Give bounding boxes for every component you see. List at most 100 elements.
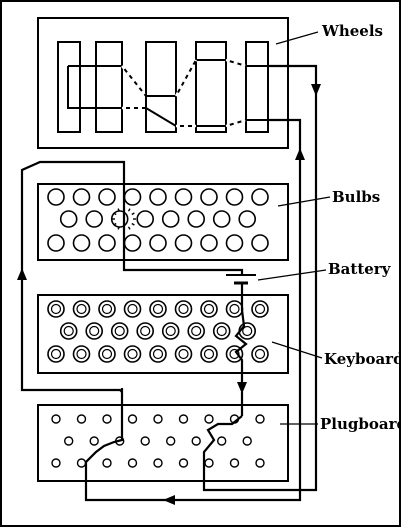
lit-bulb-ray bbox=[131, 222, 135, 226]
bulb bbox=[238, 210, 256, 228]
key-inner bbox=[76, 303, 87, 315]
key-inner bbox=[178, 303, 189, 315]
bulbs-label: Bulbs bbox=[332, 188, 380, 206]
wheels-unit: Wheels bbox=[37, 17, 383, 149]
wire-battery-to-bulb bbox=[122, 220, 244, 275]
key-inner bbox=[76, 348, 87, 360]
plug-socket bbox=[242, 436, 252, 446]
plug-socket bbox=[191, 436, 201, 446]
bulb bbox=[123, 188, 142, 206]
key-inner bbox=[191, 325, 202, 337]
key-inner bbox=[178, 348, 189, 360]
arrow-up-right bbox=[295, 148, 305, 160]
plug-socket bbox=[127, 458, 138, 468]
key-inner bbox=[101, 303, 113, 315]
wheels-leader bbox=[275, 31, 319, 45]
bulbs-leader bbox=[277, 196, 331, 207]
bulb bbox=[98, 234, 116, 252]
key-inner bbox=[50, 348, 62, 360]
battery-leader bbox=[257, 269, 327, 281]
key-inner bbox=[254, 303, 266, 315]
lit-bulb-ray bbox=[127, 208, 131, 212]
key-inner bbox=[242, 325, 253, 337]
key-inner bbox=[89, 325, 100, 337]
bulb bbox=[85, 210, 103, 228]
key-inner bbox=[165, 325, 176, 337]
plug-socket bbox=[51, 458, 61, 468]
key-inner bbox=[229, 303, 240, 315]
plug-socket bbox=[165, 436, 176, 446]
lit-bulb-ray bbox=[131, 212, 135, 216]
wheel-path-dashes-bottom bbox=[122, 106, 247, 128]
key-inner bbox=[203, 303, 215, 315]
plug-socket bbox=[127, 414, 138, 424]
bulb bbox=[123, 234, 142, 252]
plugboard-label: Plugboard bbox=[320, 415, 401, 433]
bulb bbox=[225, 188, 244, 206]
arrow-down-keyboard bbox=[237, 382, 247, 394]
bulb bbox=[251, 234, 269, 252]
plug-socket bbox=[76, 414, 87, 424]
bulb bbox=[187, 210, 205, 228]
wheel-3 bbox=[145, 41, 177, 133]
wire-return bbox=[84, 118, 302, 502]
arrow-down-right bbox=[311, 84, 321, 96]
bulb bbox=[149, 234, 167, 252]
key-inner bbox=[114, 325, 125, 337]
plug-socket bbox=[255, 414, 265, 424]
plug-socket bbox=[102, 458, 112, 468]
plug-socket bbox=[204, 458, 214, 468]
plugboard-unit: Plugboard bbox=[37, 404, 401, 482]
current-arrows bbox=[17, 84, 321, 505]
battery-unit: Battery bbox=[226, 260, 392, 285]
plug-socket bbox=[153, 458, 163, 468]
plug-socket bbox=[178, 458, 189, 468]
bulb bbox=[72, 234, 91, 252]
wheel-4 bbox=[195, 41, 227, 133]
keyboard-label: Keyboard bbox=[324, 350, 401, 368]
bulb bbox=[212, 210, 231, 228]
key-inner bbox=[127, 303, 138, 315]
keyboard-unit: Keyboard bbox=[37, 294, 401, 374]
lit-bulb-ray bbox=[117, 226, 121, 230]
plug-socket bbox=[216, 436, 227, 446]
bulb bbox=[174, 188, 193, 206]
plug-socket bbox=[51, 414, 61, 424]
plug-socket bbox=[255, 458, 265, 468]
key-inner bbox=[152, 303, 164, 315]
wire-wheels-to-plugboard bbox=[202, 64, 318, 492]
key-inner bbox=[140, 325, 151, 337]
wheels-label: Wheels bbox=[321, 22, 383, 40]
plug-socket bbox=[204, 414, 214, 424]
keyboard-leader bbox=[271, 341, 323, 359]
wire-key-to-battery bbox=[234, 283, 248, 385]
bulb bbox=[161, 210, 180, 228]
reflector-path bbox=[67, 66, 96, 109]
bulb bbox=[149, 188, 167, 206]
plug-socket bbox=[76, 458, 87, 468]
key-inner bbox=[203, 348, 215, 360]
bulb bbox=[174, 234, 193, 252]
arrow-left-bottom bbox=[163, 495, 175, 505]
lit-bulb-ray bbox=[117, 208, 121, 212]
key-inner bbox=[216, 325, 227, 337]
lit-bulb-ray bbox=[113, 212, 117, 216]
plug-socket bbox=[178, 414, 189, 424]
plug-socket bbox=[153, 414, 163, 424]
lit-bulb-ray bbox=[113, 222, 117, 226]
bulb bbox=[98, 188, 116, 206]
plug-socket bbox=[102, 414, 112, 424]
key-inner bbox=[50, 303, 62, 315]
key-inner bbox=[101, 348, 113, 360]
wheel-5 bbox=[245, 41, 269, 133]
bulb bbox=[225, 234, 244, 252]
wheel-2 bbox=[95, 41, 123, 133]
key-inner bbox=[254, 348, 266, 360]
wire-bulb-loop bbox=[20, 160, 126, 393]
bulbs-unit: Bulbs bbox=[37, 183, 380, 261]
battery-label: Battery bbox=[328, 260, 392, 278]
arrow-up-left bbox=[17, 268, 27, 280]
